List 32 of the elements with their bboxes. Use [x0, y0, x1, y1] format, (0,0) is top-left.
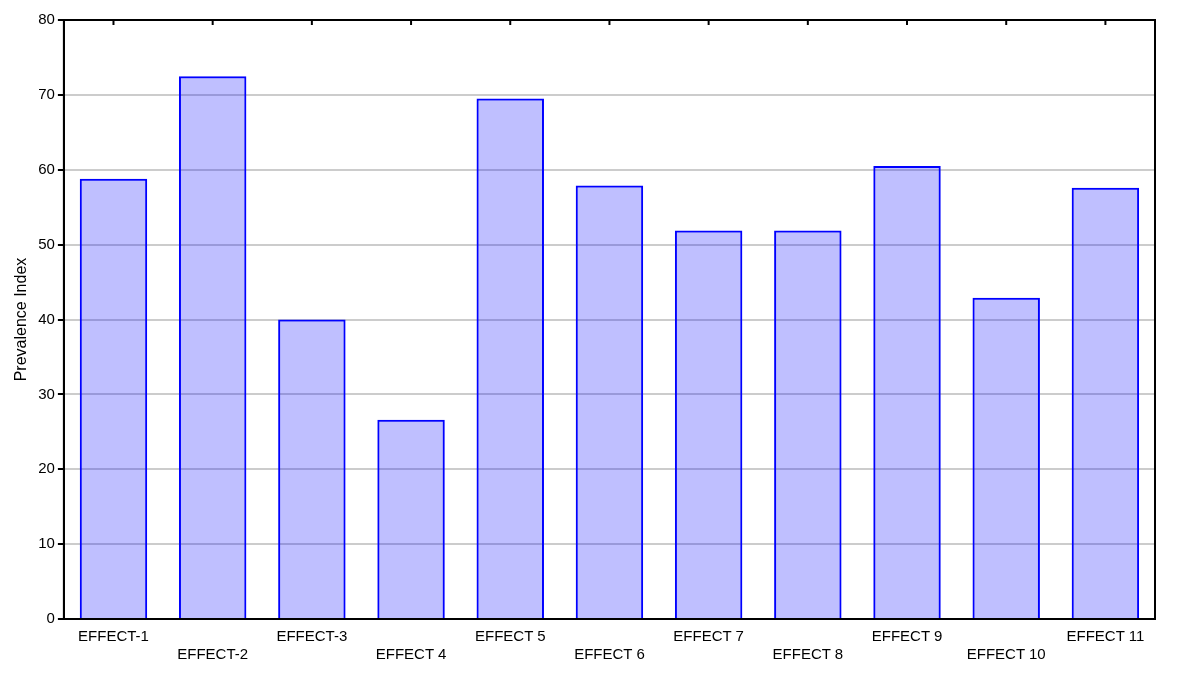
y-tick-label: 80 — [38, 10, 55, 28]
bar — [972, 297, 1040, 618]
bar — [774, 230, 842, 618]
x-tick-label: EFFECT 7 — [673, 627, 744, 645]
x-tick-label: EFFECT-3 — [276, 627, 348, 645]
y-tick-label: 0 — [46, 609, 55, 627]
y-tick-label: 10 — [38, 534, 55, 552]
bar — [377, 419, 445, 618]
x-tick-label: EFFECT 6 — [574, 645, 645, 663]
bar — [278, 319, 346, 618]
x-tick-label: EFFECT 10 — [966, 645, 1046, 663]
bar — [178, 76, 247, 618]
y-tick-label: 40 — [38, 309, 55, 327]
bar — [873, 166, 941, 618]
y-axis-title: Prevalence Index — [12, 257, 30, 382]
bar — [476, 98, 544, 618]
x-tick-label: EFFECT 4 — [375, 645, 447, 663]
y-tick-label: 20 — [38, 459, 55, 477]
y-tick-label: 60 — [38, 159, 55, 177]
y-tick-label: 30 — [38, 384, 55, 402]
x-tick-label: EFFECT 5 — [474, 627, 546, 645]
x-tick-label: EFFECT-2 — [177, 645, 249, 663]
bar — [674, 230, 743, 618]
y-tick-label: 70 — [38, 85, 55, 103]
x-tick-label: EFFECT 8 — [772, 645, 844, 663]
x-tick-label: EFFECT 11 — [1066, 627, 1145, 645]
x-tick-label: EFFECT 9 — [871, 627, 943, 645]
x-tick-label: EFFECT-1 — [78, 627, 149, 645]
y-tick-label: 50 — [38, 234, 55, 252]
bar — [79, 178, 148, 618]
bar — [1071, 187, 1140, 618]
bar — [575, 185, 644, 618]
